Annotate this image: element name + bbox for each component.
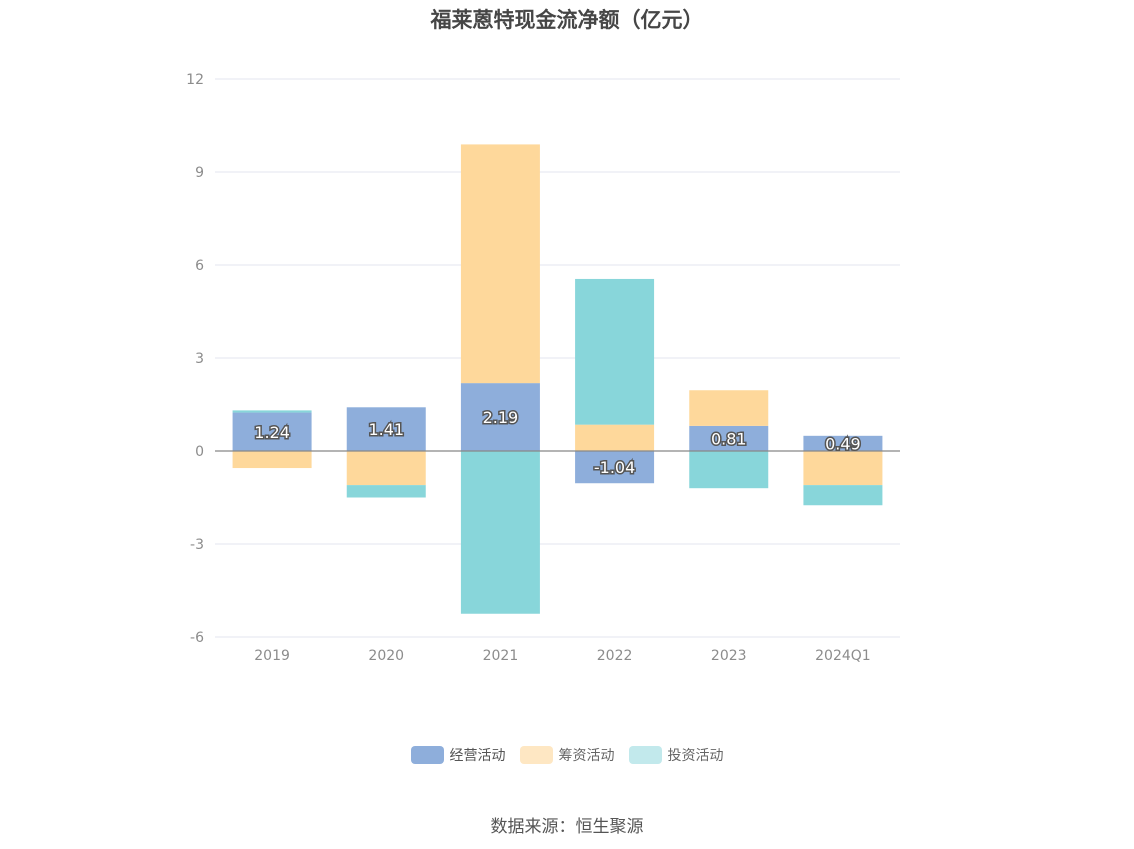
- bar-financing[interactable]: [346, 451, 426, 486]
- bar-operating[interactable]: [232, 412, 312, 451]
- legend-label-financing: 筹资活动: [558, 748, 615, 764]
- legend-swatch-investing: [628, 746, 662, 764]
- bar-layer: [232, 144, 883, 614]
- data-label: -1.04: [594, 458, 635, 477]
- bar-financing[interactable]: [689, 390, 769, 426]
- bar-financing[interactable]: [575, 424, 655, 451]
- legend-label-investing: 投资活动: [667, 748, 724, 764]
- legend-item-investing[interactable]: 投资活动: [628, 745, 724, 765]
- grid-layer: [215, 78, 900, 638]
- bar-investing[interactable]: [575, 278, 655, 425]
- y-tick-label: -6: [190, 630, 204, 646]
- x-tick-label: 2020: [368, 648, 404, 664]
- bar-operating[interactable]: [346, 407, 426, 451]
- data-label: 2.19: [483, 408, 519, 427]
- data-label: 1.41: [368, 420, 404, 439]
- x-tick-label: 2021: [483, 648, 519, 664]
- bar-operating[interactable]: [460, 383, 540, 451]
- legend-item-operating[interactable]: 经营活动: [410, 745, 506, 765]
- y-tick-label: 6: [195, 258, 204, 274]
- x-tick-label: 2019: [254, 648, 290, 664]
- x-tick-label: 2022: [597, 648, 633, 664]
- x-tick-label: 2024Q1: [815, 648, 871, 664]
- legend-item-financing[interactable]: 筹资活动: [519, 745, 615, 765]
- data-source: 数据来源：恒生聚源: [490, 817, 644, 837]
- y-tick-label: 9: [195, 165, 204, 181]
- bar-financing[interactable]: [803, 451, 883, 486]
- data-label: 0.49: [825, 434, 861, 453]
- zero-layer: [215, 450, 900, 638]
- chart-title: 福莱蒽特现金流净额（亿元）: [430, 8, 704, 32]
- y-tick-label: 3: [195, 351, 204, 367]
- bar-investing[interactable]: [689, 451, 769, 489]
- bar-financing[interactable]: [460, 144, 540, 384]
- bar-investing[interactable]: [460, 451, 540, 614]
- bar-financing[interactable]: [232, 451, 312, 469]
- bar-investing[interactable]: [346, 485, 426, 498]
- bar-investing[interactable]: [803, 485, 883, 506]
- legend: 经营活动 筹资活动 投资活动: [0, 745, 1134, 765]
- label-layer: 1.24 1.41 2.19 -1.04 0.81 0.49: [253, 407, 862, 479]
- y-tick-label: 0: [195, 444, 204, 460]
- bar-investing[interactable]: [232, 410, 312, 413]
- data-label: 1.24: [254, 423, 290, 442]
- data-label: 0.81: [711, 429, 747, 448]
- bar-operating[interactable]: [575, 451, 655, 484]
- y-tick-label: -3: [190, 537, 204, 553]
- x-tick-label: 2023: [711, 648, 747, 664]
- legend-swatch-operating: [410, 746, 444, 764]
- y-tick-label: 12: [186, 72, 204, 88]
- tick-layer: 12 9 6 3 0 -3 -6 2019 2020 2021 2022 2023 2024Q1: [186, 72, 871, 664]
- legend-label-operating: 经营活动: [449, 748, 506, 764]
- bar-operating[interactable]: [803, 435, 883, 451]
- bar-operating[interactable]: [689, 425, 769, 451]
- legend-swatch-financing: [519, 746, 553, 764]
- chart-plot: 1.24 1.41 2.19 -1.04 0.81 0.49 12 9 6 3 0 -3 -6 2019…: [186, 72, 900, 664]
